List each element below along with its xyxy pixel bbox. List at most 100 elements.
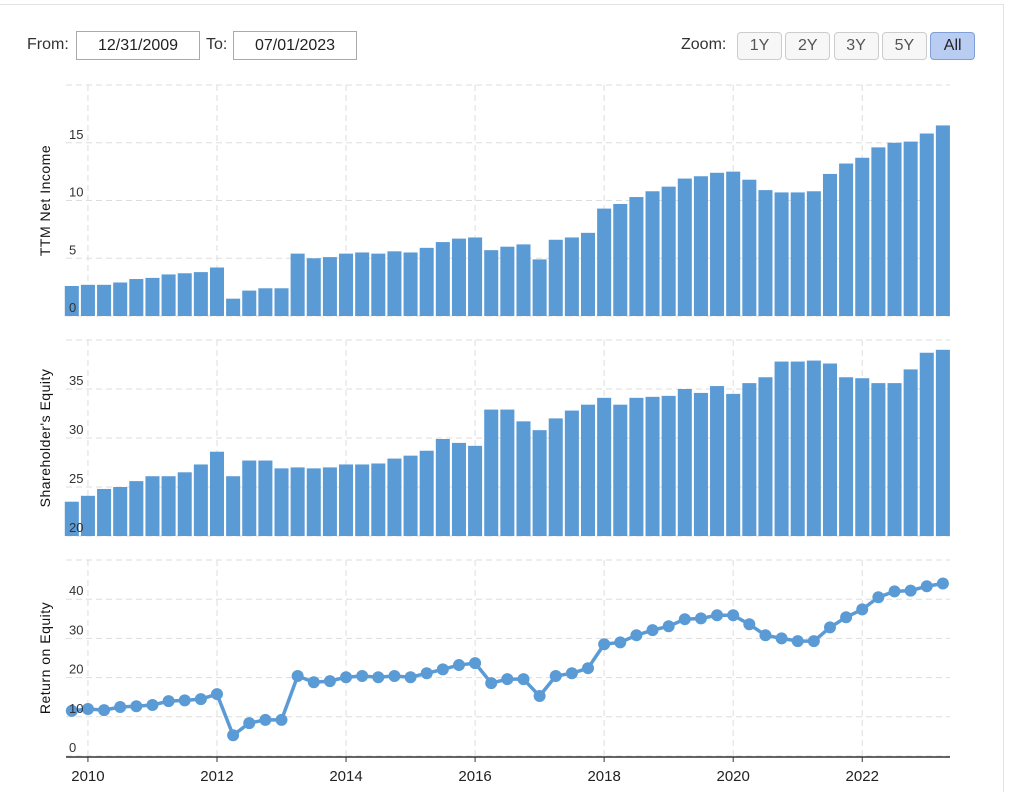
x-tick-label: 2014 bbox=[329, 768, 362, 785]
bar bbox=[726, 171, 741, 316]
bar bbox=[97, 284, 112, 316]
bar bbox=[113, 487, 128, 536]
bar bbox=[226, 298, 241, 316]
point bbox=[727, 609, 740, 622]
bar bbox=[693, 392, 708, 536]
point bbox=[517, 673, 530, 686]
bar bbox=[500, 409, 515, 536]
y-tick-label: 10 bbox=[69, 185, 83, 200]
point bbox=[582, 662, 595, 675]
bar bbox=[500, 246, 515, 316]
point bbox=[420, 667, 433, 680]
bar bbox=[935, 349, 950, 536]
point bbox=[662, 620, 675, 633]
zoom-button[interactable]: 2Y bbox=[785, 32, 831, 60]
bar bbox=[339, 253, 354, 316]
y-tick-label: 0 bbox=[69, 740, 76, 755]
bar bbox=[661, 186, 676, 316]
point bbox=[388, 670, 401, 683]
point bbox=[194, 693, 207, 706]
point bbox=[759, 629, 772, 642]
zoom-button[interactable]: 5Y bbox=[881, 32, 927, 60]
bar bbox=[548, 239, 563, 316]
from-label: From: bbox=[27, 36, 69, 53]
bar bbox=[629, 197, 644, 316]
bar bbox=[484, 250, 499, 316]
x-tick-label: 2012 bbox=[200, 768, 233, 785]
bar bbox=[806, 191, 821, 316]
bar bbox=[226, 476, 241, 536]
bar bbox=[516, 421, 531, 536]
bar bbox=[790, 192, 805, 316]
bar bbox=[435, 438, 450, 536]
point bbox=[630, 629, 643, 642]
bar bbox=[177, 273, 192, 316]
bar bbox=[80, 495, 95, 536]
bar bbox=[451, 238, 466, 316]
bar bbox=[145, 277, 160, 316]
y-tick-label: 20 bbox=[69, 520, 83, 535]
point bbox=[162, 695, 175, 708]
point bbox=[936, 577, 949, 590]
bar bbox=[532, 430, 547, 536]
point bbox=[533, 690, 546, 703]
bar bbox=[871, 383, 886, 536]
bar bbox=[532, 259, 547, 316]
bar bbox=[64, 501, 79, 536]
bar bbox=[871, 147, 886, 316]
point bbox=[920, 580, 933, 593]
bar bbox=[677, 389, 692, 536]
bar bbox=[597, 208, 612, 316]
x-tick-label: 2022 bbox=[846, 768, 879, 785]
y-tick-label: 40 bbox=[69, 583, 83, 598]
bar bbox=[403, 455, 418, 536]
point bbox=[791, 635, 804, 648]
bar bbox=[161, 274, 176, 316]
bar bbox=[580, 232, 596, 316]
zoom-button[interactable]: 3Y bbox=[833, 32, 879, 60]
bar bbox=[242, 290, 257, 316]
bar bbox=[580, 404, 596, 536]
zoom-button[interactable]: 1Y bbox=[737, 32, 782, 60]
x-tick-label: 2010 bbox=[71, 768, 104, 785]
point bbox=[372, 671, 385, 684]
bar bbox=[468, 445, 483, 536]
bar bbox=[419, 247, 434, 316]
line bbox=[71, 581, 944, 737]
from-input[interactable]: 12/31/2009 bbox=[76, 31, 200, 60]
x-tick-label: 2020 bbox=[717, 768, 750, 785]
y-tick-label: 30 bbox=[69, 622, 83, 637]
bar bbox=[258, 288, 273, 316]
point bbox=[323, 675, 336, 688]
x-tick-label: 2016 bbox=[458, 768, 491, 785]
bar bbox=[403, 252, 418, 316]
bar bbox=[919, 352, 934, 536]
point bbox=[356, 670, 369, 683]
y-axis-title: Return on Equity bbox=[37, 602, 53, 714]
y-tick-label: 25 bbox=[69, 471, 83, 486]
bar bbox=[242, 460, 257, 536]
point bbox=[549, 670, 562, 683]
point bbox=[436, 663, 449, 676]
bar bbox=[887, 142, 902, 316]
point bbox=[678, 613, 691, 626]
point bbox=[614, 636, 627, 649]
zoom-button[interactable]: All bbox=[930, 32, 976, 60]
to-input[interactable]: 07/01/2023 bbox=[233, 31, 357, 60]
point bbox=[872, 591, 885, 604]
bar bbox=[822, 173, 837, 316]
point bbox=[81, 702, 94, 715]
bar bbox=[774, 361, 789, 536]
bar bbox=[822, 363, 837, 536]
bar bbox=[339, 464, 354, 536]
point bbox=[775, 632, 788, 645]
bar bbox=[710, 386, 725, 536]
bar bbox=[64, 285, 79, 316]
bar bbox=[80, 284, 95, 316]
bar bbox=[935, 125, 950, 316]
bar bbox=[887, 383, 902, 536]
bar bbox=[419, 450, 434, 536]
bar bbox=[484, 409, 499, 536]
point bbox=[823, 621, 836, 634]
bar bbox=[661, 395, 676, 536]
